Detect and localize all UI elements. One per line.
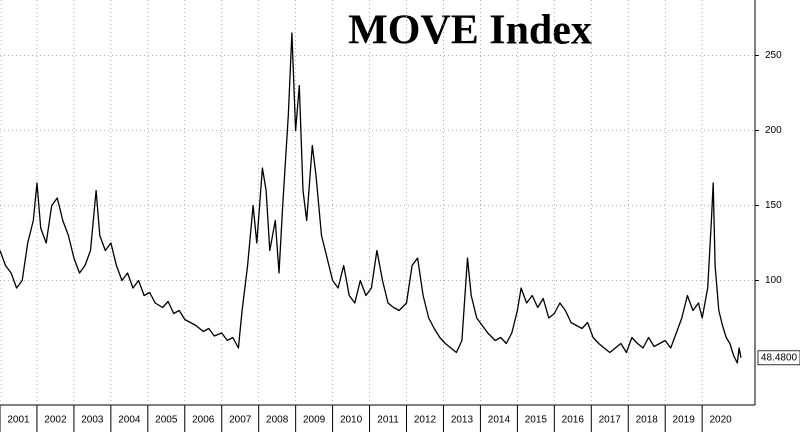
- y-tick-label: 200: [765, 125, 782, 136]
- x-tick-label: 2003: [81, 415, 104, 426]
- x-tick-label: 2007: [229, 415, 252, 426]
- x-tick-label: 2020: [710, 415, 733, 426]
- y-tick-label: 100: [765, 275, 782, 286]
- x-tick-label: 2004: [118, 415, 141, 426]
- y-tick-label: 150: [765, 200, 782, 211]
- x-tick-label: 2018: [636, 415, 659, 426]
- last-value-label: 48.4800: [761, 352, 798, 363]
- y-tick-label: 250: [765, 50, 782, 61]
- x-tick-label: 2014: [488, 415, 511, 426]
- x-tick-label: 2017: [599, 415, 622, 426]
- line: [0, 32, 742, 364]
- x-tick-label: 2013: [451, 415, 474, 426]
- x-tick-label: 2015: [525, 415, 548, 426]
- chart-title: MOVE Index: [348, 8, 592, 54]
- x-tick-label: 2006: [192, 415, 215, 426]
- x-tick-label: 2005: [155, 415, 178, 426]
- x-tick-label: 2002: [44, 415, 67, 426]
- x-tick-label: 2019: [673, 415, 696, 426]
- x-tick-label: 2011: [377, 415, 399, 426]
- last-value-box: [757, 350, 800, 366]
- x-tick-label: 2009: [303, 415, 326, 426]
- x-tick-label: 2001: [7, 415, 30, 426]
- x-tick-label: 2010: [340, 415, 363, 426]
- x-tick-label: 2016: [562, 415, 585, 426]
- x-tick-label: 2012: [414, 415, 437, 426]
- x-tick-label: 2008: [266, 415, 289, 426]
